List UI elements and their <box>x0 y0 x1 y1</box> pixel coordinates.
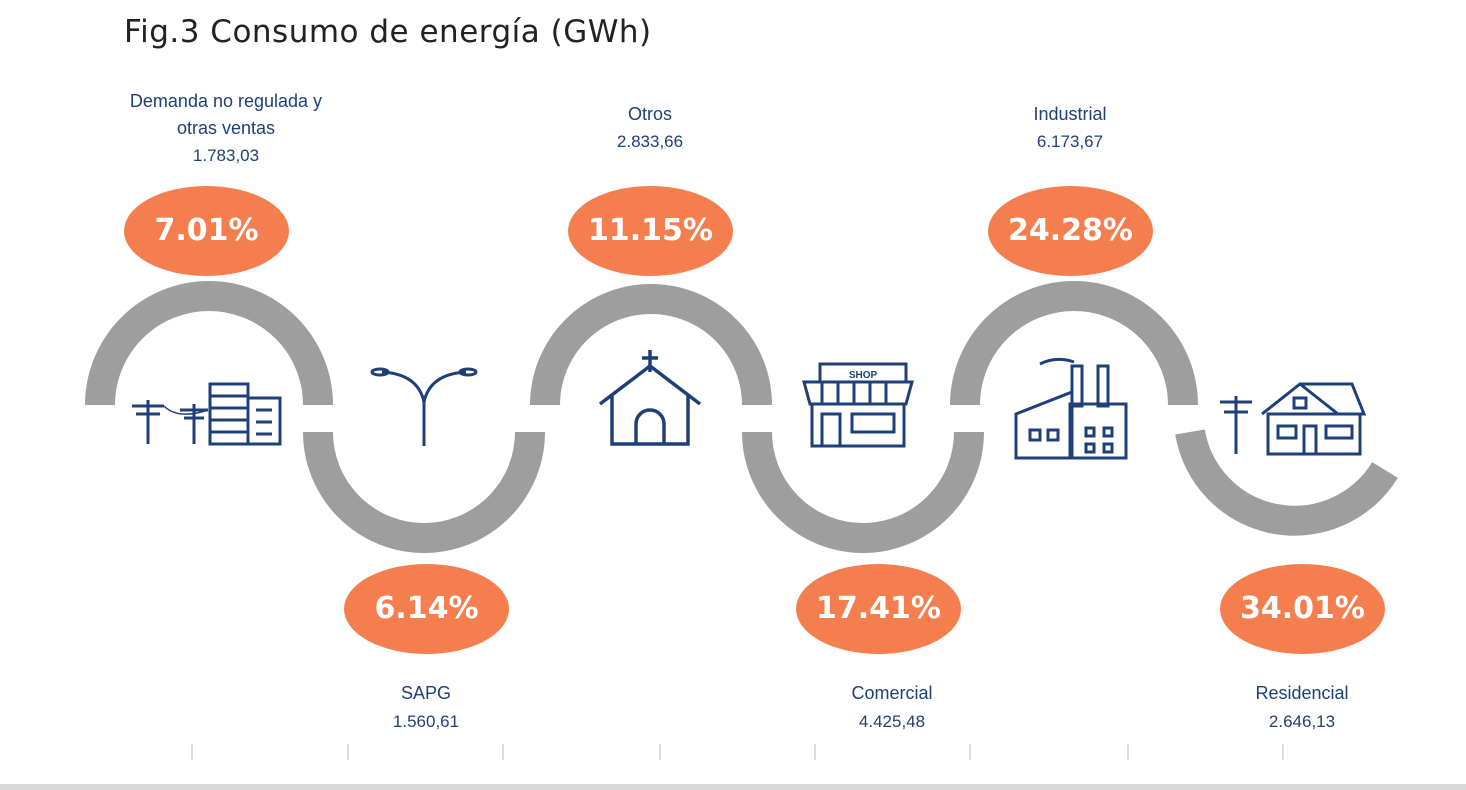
segment-label-comercial: Comercial <box>851 683 933 703</box>
street-lamp-icon <box>370 367 478 446</box>
bottom-divider <box>0 784 1466 790</box>
wave-arch-3 <box>950 281 1198 406</box>
percent-bubble-residencial: 34.01% <box>1220 564 1385 654</box>
segment-label-sapg: SAPG <box>400 683 452 703</box>
wave-trough-2 <box>742 431 984 553</box>
shop-icon <box>802 362 914 448</box>
percent-bubble-comercial: 17.41% <box>796 564 961 654</box>
power-line-and-house-icon <box>1220 382 1367 456</box>
segment-label-line2: otras ventas <box>176 118 276 138</box>
segment-value-industrial: 6.173,67 <box>1036 132 1104 151</box>
percent-bubble-sapg: 6.14% <box>344 564 509 654</box>
segment-label-residencial: Residencial <box>1255 683 1349 703</box>
percent-bubble-industrial: 24.28% <box>988 186 1153 276</box>
wave-arch-1 <box>85 281 333 406</box>
wave-trough-3 <box>1175 429 1398 536</box>
segment-label-line1: Demanda no regulada y <box>129 91 323 111</box>
segment-label-otros: Otros <box>627 104 672 124</box>
segment-value-comercial: 4.425,48 <box>858 712 926 731</box>
segment-value-sapg: 1.560,61 <box>392 712 460 731</box>
factory-icon <box>1014 357 1128 460</box>
figure-title: Fig.3 Consumo de energía (GWh) <box>124 14 652 50</box>
segment-value-otros: 2.833,66 <box>616 132 684 151</box>
power-lines-and-buildings-icon <box>132 382 282 446</box>
wave-arch-2 <box>530 284 772 406</box>
church-icon <box>598 350 702 446</box>
segment-label-industrial: Industrial <box>1033 104 1107 124</box>
segment-value-residencial: 2.646,13 <box>1268 712 1336 731</box>
percent-bubble-demanda: 7.01% <box>124 186 289 276</box>
percent-bubble-otros: 11.15% <box>568 186 733 276</box>
shop-sign-text: SHOP <box>849 370 878 381</box>
wave-trough-1 <box>303 431 545 553</box>
segment-label-demanda: Demanda no regulada y otras ventas <box>66 88 386 142</box>
segment-value-demanda: 1.783,03 <box>192 146 260 165</box>
